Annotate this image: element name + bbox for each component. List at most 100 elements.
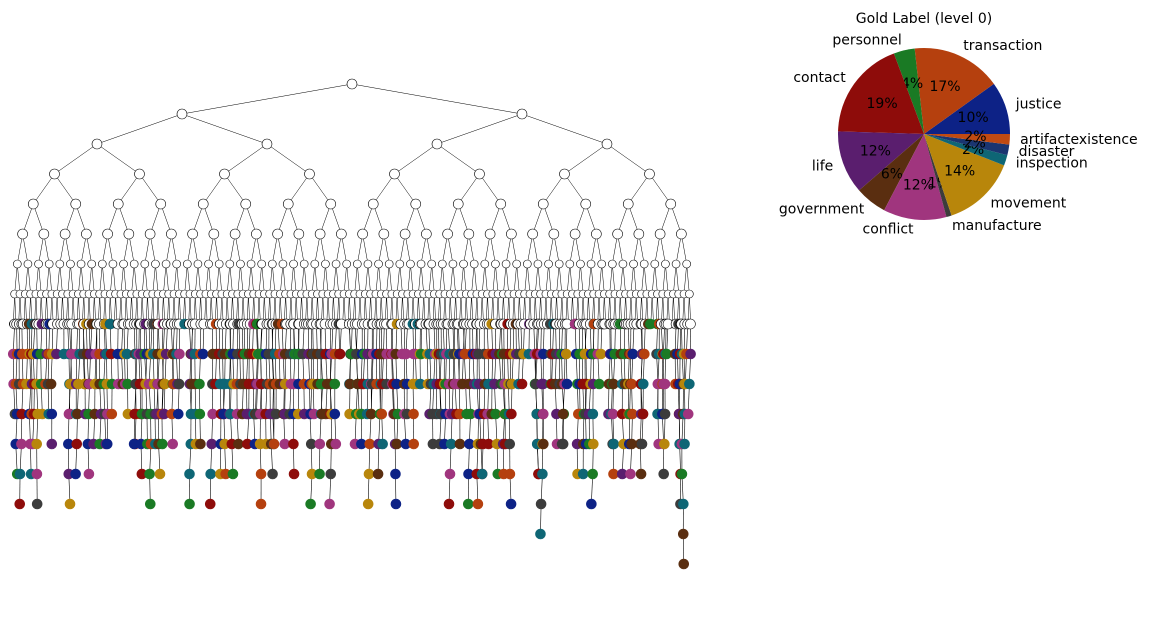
tree-node bbox=[672, 260, 680, 268]
tree-node bbox=[678, 499, 688, 509]
tree-node bbox=[98, 260, 106, 268]
tree-edge bbox=[225, 174, 246, 204]
tree-edge bbox=[55, 174, 76, 204]
tree-node bbox=[608, 260, 616, 268]
tree-edge bbox=[395, 174, 416, 204]
tree-edge bbox=[599, 264, 602, 294]
tree-node bbox=[637, 439, 647, 449]
tree-node bbox=[409, 439, 419, 449]
tree-node bbox=[290, 260, 298, 268]
tree-edge bbox=[267, 144, 310, 174]
tree-node bbox=[47, 439, 57, 449]
tree-node bbox=[185, 469, 195, 479]
tree-node bbox=[449, 260, 457, 268]
tree-edge bbox=[389, 264, 392, 294]
tree-edge bbox=[323, 264, 326, 294]
tree-edge bbox=[142, 264, 145, 294]
tree-edge bbox=[429, 264, 432, 294]
tree-edge bbox=[118, 174, 139, 204]
tree-node bbox=[120, 260, 128, 268]
pie-title: Gold Label (level 0) bbox=[856, 11, 992, 27]
tree-edge bbox=[272, 264, 275, 294]
tree-node bbox=[145, 499, 155, 509]
tree-node bbox=[72, 439, 82, 449]
tree-node bbox=[683, 409, 693, 419]
tree-node bbox=[685, 290, 693, 298]
tree-edge bbox=[230, 264, 233, 294]
tree-edge bbox=[134, 264, 137, 294]
tree-node bbox=[481, 260, 489, 268]
tree-edge bbox=[310, 174, 331, 204]
tree-node bbox=[209, 229, 219, 239]
tree-edge bbox=[248, 264, 251, 294]
tree-node bbox=[166, 229, 176, 239]
tree-edge bbox=[565, 144, 608, 174]
tree-node bbox=[680, 439, 690, 449]
tree-edge bbox=[60, 264, 63, 294]
tree-edge bbox=[283, 264, 286, 294]
tree-node bbox=[32, 469, 42, 479]
tree-edge bbox=[474, 264, 477, 294]
pie-chart: justice10%transaction17%personnel4%conta… bbox=[779, 32, 1138, 237]
tree-node bbox=[491, 260, 499, 268]
tree-node bbox=[438, 260, 446, 268]
tree-node bbox=[505, 469, 515, 479]
tree-node bbox=[174, 349, 184, 359]
tree-node bbox=[174, 379, 184, 389]
tree-edge bbox=[209, 264, 212, 294]
tree-edge bbox=[39, 264, 42, 294]
tree-node bbox=[411, 199, 421, 209]
tree-node bbox=[491, 409, 501, 419]
tree-node bbox=[373, 469, 383, 479]
tree-edge bbox=[36, 264, 39, 294]
tree-edge bbox=[464, 264, 467, 294]
tree-node bbox=[300, 260, 308, 268]
tree-node bbox=[330, 379, 340, 389]
tree-node bbox=[145, 229, 155, 239]
tree-edge bbox=[262, 264, 265, 294]
tree-node bbox=[470, 260, 478, 268]
tree-node bbox=[538, 409, 548, 419]
tree-node bbox=[81, 229, 91, 239]
tree-node bbox=[445, 469, 455, 479]
tree-node bbox=[321, 260, 329, 268]
percent-label: 17% bbox=[929, 79, 960, 95]
tree-node bbox=[686, 349, 696, 359]
tree-node bbox=[173, 260, 181, 268]
tree-node bbox=[157, 439, 167, 449]
tree-node bbox=[623, 199, 633, 209]
tree-node bbox=[315, 469, 325, 479]
slice-label: justice bbox=[1015, 97, 1062, 113]
tree-node bbox=[326, 469, 336, 479]
tree-edge bbox=[612, 264, 615, 294]
tree-node bbox=[306, 499, 316, 509]
tree-edge bbox=[288, 174, 309, 204]
tree-node bbox=[330, 409, 340, 419]
tree-node bbox=[638, 409, 648, 419]
tree-node bbox=[65, 499, 75, 509]
tree-node bbox=[288, 439, 298, 449]
tree-node bbox=[256, 499, 266, 509]
tree-edge bbox=[395, 144, 438, 174]
tree-node bbox=[406, 260, 414, 268]
percent-label: 12% bbox=[860, 143, 891, 159]
tree-node bbox=[596, 349, 606, 359]
tree-edge bbox=[644, 264, 647, 294]
tree-edge bbox=[304, 264, 307, 294]
tree-node bbox=[205, 499, 215, 509]
tree-edge bbox=[450, 264, 453, 294]
tree-node bbox=[283, 199, 293, 209]
tree-node bbox=[145, 469, 155, 479]
tree-edge bbox=[565, 174, 586, 204]
tree-node bbox=[392, 439, 402, 449]
tree-node bbox=[538, 199, 548, 209]
tree-node bbox=[15, 469, 25, 479]
tree-node bbox=[156, 199, 166, 209]
tree-edge bbox=[567, 264, 570, 294]
tree-node bbox=[613, 229, 623, 239]
tree-node bbox=[537, 469, 547, 479]
tree-node bbox=[185, 499, 195, 509]
tree-edge bbox=[81, 264, 84, 294]
tree-edge bbox=[102, 264, 105, 294]
tree-node bbox=[535, 529, 545, 539]
